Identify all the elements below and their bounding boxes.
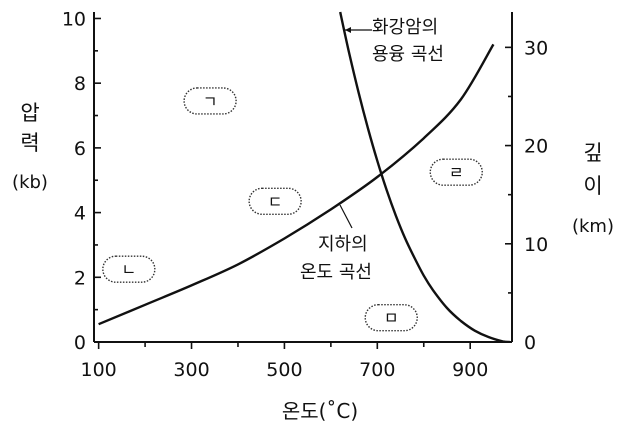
x-tick-label: 500	[266, 359, 302, 381]
granite-melting-label-line2: 용융 곡선	[372, 44, 444, 65]
y-left-tick-label: 6	[74, 138, 86, 160]
geotherm-label-line1: 지하의	[318, 234, 368, 255]
region-digeut-label: ㄷ	[268, 192, 283, 211]
region-nieun-box	[102, 255, 156, 283]
region-rieul-label: ㄹ	[449, 163, 464, 182]
geotherm-pointer	[339, 204, 353, 229]
region-giyeok-box	[183, 87, 237, 115]
y-left-tick-label: 2	[74, 267, 86, 289]
x-tick-label: 100	[81, 359, 117, 381]
y-left-tick-label: 10	[62, 8, 86, 30]
granite-melting-arrowhead	[345, 27, 351, 33]
y-left-axis-title: 압	[20, 101, 39, 125]
y-right-tick-label: 10	[524, 234, 548, 256]
region-mieum-label: ㅁ	[384, 309, 399, 328]
x-axis-title: 온도(˚C)	[282, 399, 358, 423]
axes-layer	[93, 12, 513, 349]
y-left-tick-label: 8	[74, 73, 86, 95]
region-rieul-box	[429, 158, 483, 186]
y-left-tick-label: 0	[74, 332, 86, 354]
region-giyeok-label: ㄱ	[203, 92, 218, 111]
x-tick-label: 300	[173, 359, 209, 381]
granite-melting-curve	[339, 11, 510, 342]
geotherm-label-line2: 온도 곡선	[300, 262, 372, 283]
geotherm-curve	[98, 43, 495, 326]
y-right-axis-title: (km)	[572, 216, 614, 237]
y-left-axis-title: (kb)	[12, 172, 48, 193]
y-left-axis-title: 력	[20, 131, 39, 155]
y-right-tick-label: 20	[524, 136, 548, 158]
curve-layer	[98, 11, 510, 342]
y-right-tick-label: 0	[524, 332, 536, 354]
y-right-axis-title: 이	[583, 174, 602, 198]
y-right-tick-label: 30	[524, 37, 548, 59]
region-mieum-box	[364, 304, 418, 332]
x-tick-label: 700	[359, 359, 395, 381]
region-nieun-label: ㄴ	[121, 260, 136, 279]
y-right-axis-title: 깊	[583, 141, 602, 165]
x-tick-label: 900	[452, 359, 488, 381]
y-left-tick-label: 4	[74, 203, 86, 225]
region-digeut-box	[248, 187, 302, 215]
granite-melting-label-line1: 화강암의	[372, 17, 438, 38]
